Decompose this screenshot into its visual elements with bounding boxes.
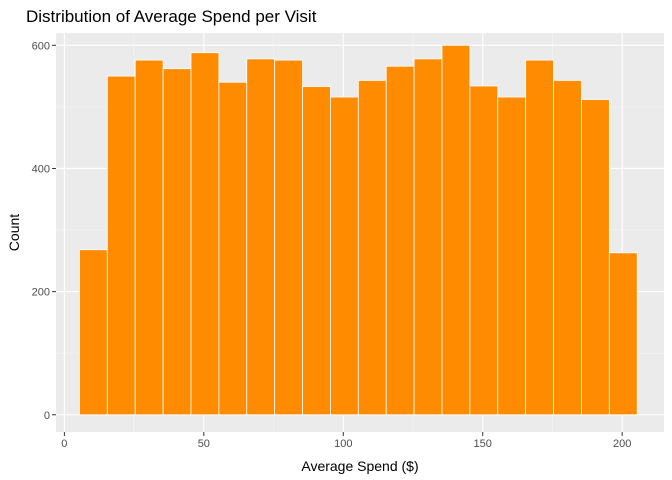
histogram-bar bbox=[608, 252, 638, 416]
x-axis-title: Average Spend ($) bbox=[301, 458, 418, 474]
histogram-bars bbox=[79, 44, 638, 416]
histogram-bar bbox=[525, 59, 554, 416]
histogram-bar bbox=[79, 249, 108, 416]
histogram-bar bbox=[469, 85, 499, 416]
y-tick-label: 400 bbox=[32, 163, 50, 175]
y-tick-label: 200 bbox=[32, 287, 50, 299]
x-tick-label: 50 bbox=[198, 438, 210, 450]
y-axis: 0 200 400 600 bbox=[32, 40, 56, 422]
histogram-bar bbox=[162, 68, 192, 416]
histogram-bar bbox=[357, 80, 387, 416]
x-tick-label: 100 bbox=[334, 438, 352, 450]
histogram-bar bbox=[497, 96, 527, 416]
histogram-bar bbox=[190, 52, 220, 416]
histogram-bar bbox=[274, 59, 303, 416]
histogram-bar bbox=[553, 80, 582, 416]
y-axis-title: Count bbox=[6, 214, 22, 251]
histogram-bar bbox=[218, 81, 248, 416]
chart-title: Distribution of Average Spend per Visit bbox=[26, 7, 317, 26]
histogram-bar bbox=[106, 75, 136, 416]
y-tick-label: 0 bbox=[44, 410, 50, 422]
histogram-bar bbox=[302, 86, 331, 416]
x-tick-label: 150 bbox=[474, 438, 492, 450]
x-tick-label: 200 bbox=[613, 438, 631, 450]
histogram-bar bbox=[246, 58, 276, 416]
histogram-bar bbox=[581, 99, 610, 416]
histogram-bar bbox=[441, 44, 471, 416]
histogram-bar bbox=[330, 96, 359, 416]
histogram-bar bbox=[385, 65, 415, 416]
x-tick-label: 0 bbox=[61, 438, 67, 450]
y-tick-label: 600 bbox=[32, 40, 50, 52]
histogram-bar bbox=[413, 58, 443, 416]
x-axis: 0 50 100 150 200 bbox=[61, 432, 631, 450]
histogram-bar bbox=[134, 59, 164, 416]
